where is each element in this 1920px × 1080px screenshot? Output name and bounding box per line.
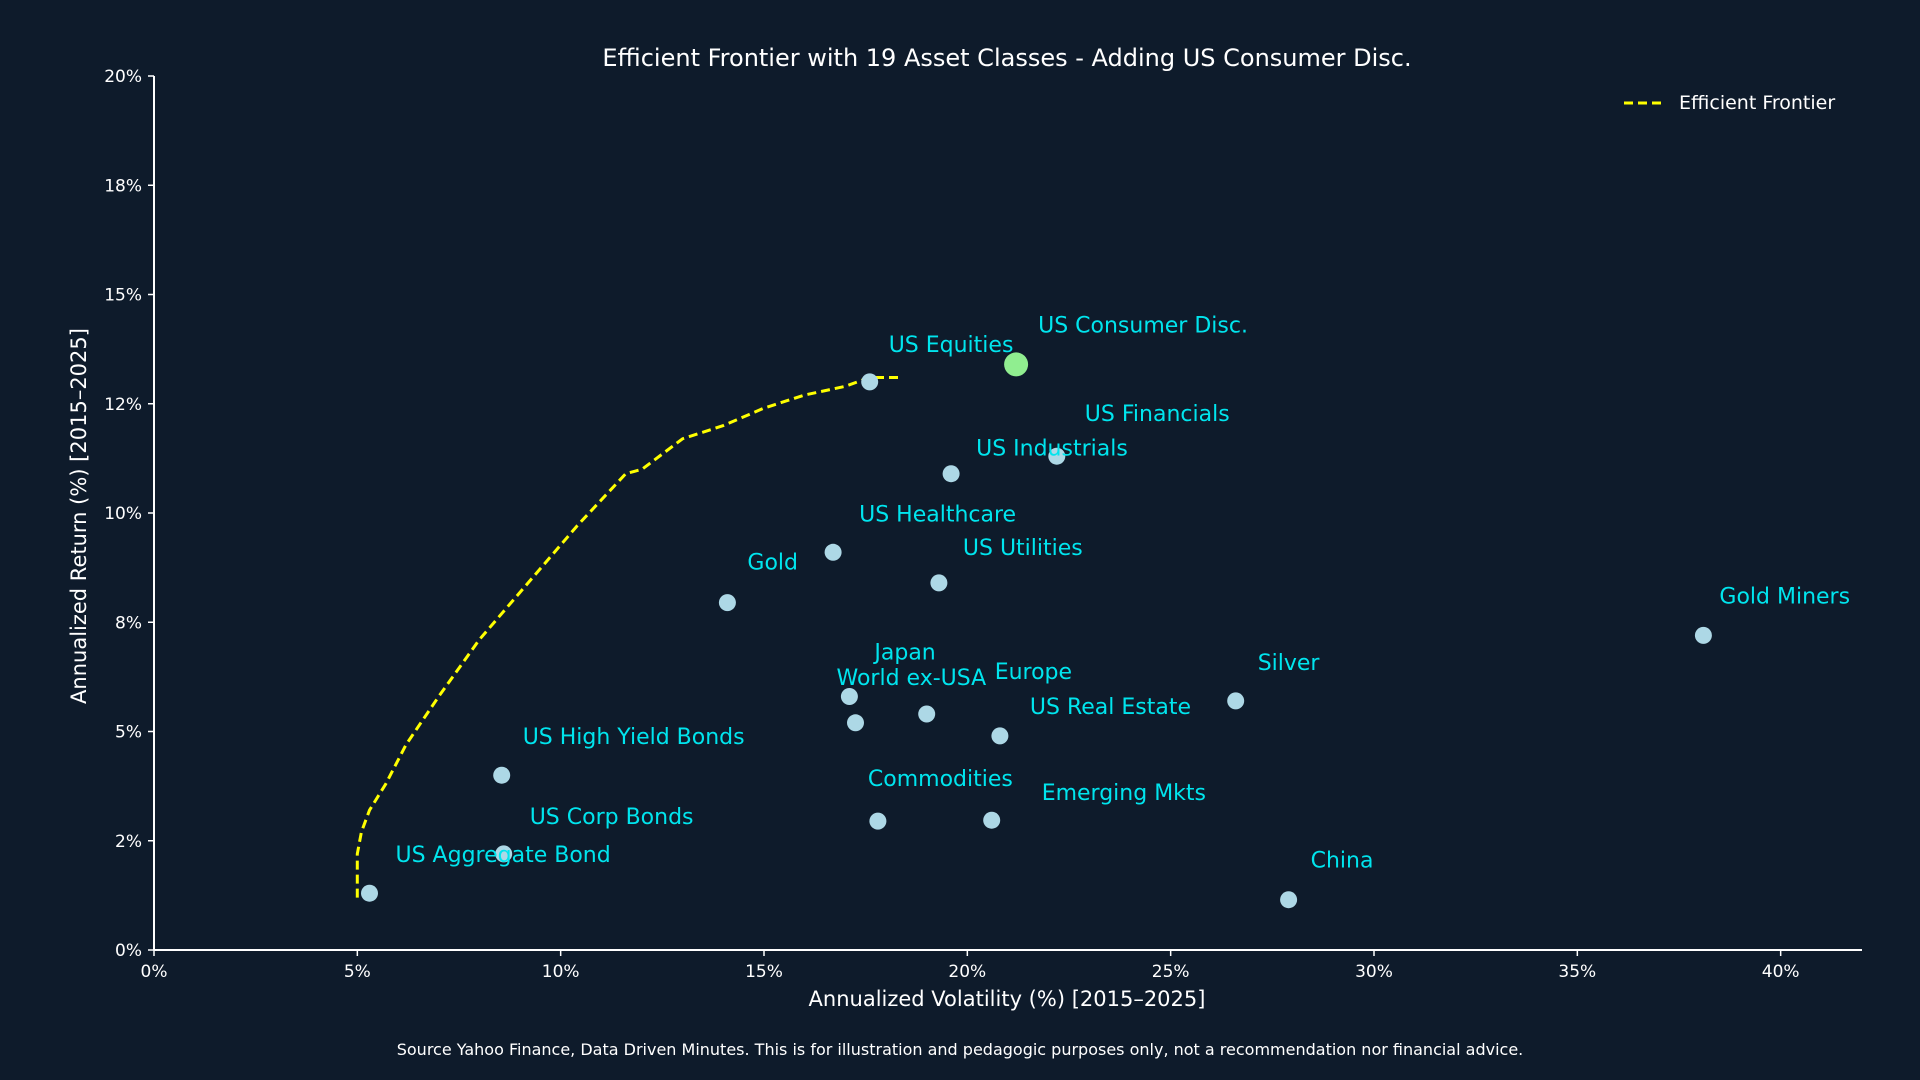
x-tick-label: 40% xyxy=(1762,962,1800,982)
label-us-real-estate: US Real Estate xyxy=(1030,695,1191,720)
label-silver: Silver xyxy=(1258,651,1321,676)
label-world-ex-usa: World ex-USA xyxy=(837,666,987,691)
point-silver xyxy=(1227,692,1245,710)
point-us-aggregate-bond xyxy=(361,884,378,902)
label-us-financials: US Financials xyxy=(1085,402,1230,427)
label-emerging-mkts: Emerging Mkts xyxy=(1042,781,1206,806)
x-tick-label: 15% xyxy=(745,962,783,982)
label-us-industrials: US Industrials xyxy=(976,437,1128,462)
x-axis-ticks: 0% 5% 10% 15% 20% 25% 30% 35% 40% xyxy=(141,950,1800,982)
point-us-utilities xyxy=(930,574,948,592)
point-us-financials xyxy=(1048,447,1066,465)
y-axis-label: Annualized Return (%) [2015–2025] xyxy=(67,328,91,704)
x-tick-label: 35% xyxy=(1558,962,1596,982)
point-europe xyxy=(918,705,936,723)
point-us-high-yield-bonds xyxy=(493,766,511,784)
y-tick-label: 12% xyxy=(104,395,142,415)
asset-points-layer xyxy=(361,352,1712,909)
point-emerging-mkts xyxy=(983,811,1001,829)
point-us-consumer-disc xyxy=(1004,352,1029,377)
label-us-corp-bonds: US Corp Bonds xyxy=(530,805,694,830)
y-tick-label: 0% xyxy=(115,941,142,961)
label-japan: Japan xyxy=(872,641,935,666)
y-tick-label: 15% xyxy=(104,286,142,306)
x-tick-label: 20% xyxy=(948,962,986,982)
point-world-ex-usa xyxy=(847,714,864,732)
point-us-equities xyxy=(861,373,879,391)
point-us-real-estate xyxy=(991,727,1009,745)
x-tick-label: 5% xyxy=(344,962,371,982)
y-axis-ticks: 0% 2% 5% 8% 10% 12% 15% 18% 20% xyxy=(104,67,154,961)
label-gold-miners: Gold Miners xyxy=(1719,584,1850,609)
point-gold-miners xyxy=(1694,626,1712,644)
chart-title: Efficient Frontier with 19 Asset Classes… xyxy=(602,44,1411,72)
label-us-aggregate-bond: US Aggregate Bond xyxy=(396,843,611,868)
point-china xyxy=(1280,891,1298,909)
point-us-industrials xyxy=(942,465,960,483)
y-tick-label: 8% xyxy=(115,613,142,633)
x-tick-label: 0% xyxy=(141,962,168,982)
source-footnote: Source Yahoo Finance, Data Driven Minute… xyxy=(396,1040,1524,1059)
point-us-healthcare xyxy=(824,543,842,561)
efficient-frontier-layer xyxy=(355,376,899,898)
label-us-healthcare: US Healthcare xyxy=(859,502,1016,527)
y-tick-label: 2% xyxy=(115,832,142,852)
x-tick-label: 25% xyxy=(1152,962,1190,982)
point-commodities xyxy=(869,812,887,830)
legend: Efficient Frontier xyxy=(1624,92,1835,114)
efficient-frontier-line xyxy=(355,376,899,898)
point-gold xyxy=(718,594,736,612)
label-us-consumer-disc: US Consumer Disc. xyxy=(1038,313,1248,338)
y-tick-label: 18% xyxy=(104,176,142,196)
y-tick-label: 10% xyxy=(104,504,142,524)
y-tick-label: 20% xyxy=(104,67,142,87)
y-tick-label: 5% xyxy=(115,723,142,743)
x-axis-label: Annualized Volatility (%) [2015–2025] xyxy=(809,987,1206,1011)
label-gold: Gold xyxy=(747,551,798,576)
label-us-high-yield-bonds: US High Yield Bonds xyxy=(523,725,745,750)
x-tick-label: 10% xyxy=(542,962,580,982)
point-us-corp-bonds xyxy=(495,845,513,863)
label-commodities: Commodities xyxy=(868,767,1013,792)
label-europe: Europe xyxy=(995,660,1072,685)
label-us-utilities: US Utilities xyxy=(963,536,1083,561)
asset-labels-layer: US Equities US Consumer Disc. US Financial… xyxy=(396,313,1851,873)
x-tick-label: 30% xyxy=(1355,962,1393,982)
point-japan xyxy=(840,688,858,705)
legend-frontier-label: Efficient Frontier xyxy=(1679,92,1835,114)
label-us-equities: US Equities xyxy=(889,333,1014,358)
label-china: China xyxy=(1311,849,1374,874)
